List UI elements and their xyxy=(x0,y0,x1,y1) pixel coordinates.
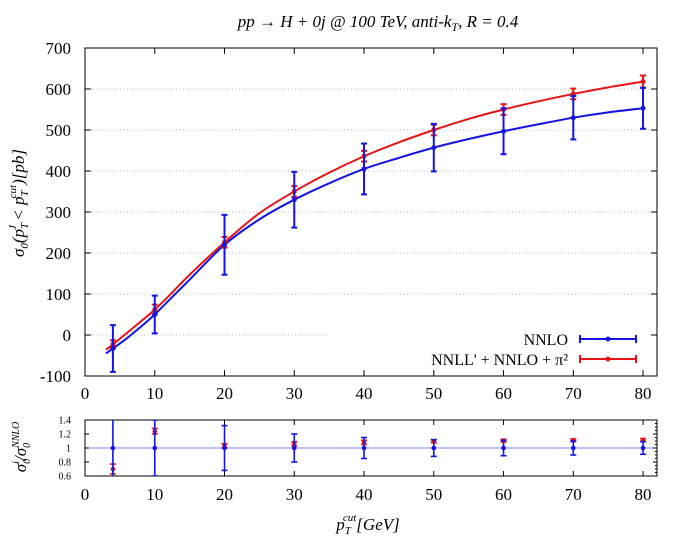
ratio-x-tick-label: 80 xyxy=(635,485,652,504)
data-point xyxy=(152,312,158,317)
y-tick-label: 500 xyxy=(46,121,72,140)
x-tick-label: 30 xyxy=(286,384,303,403)
ratio-y-axis-label: σ0i/σ0NNLO xyxy=(11,422,33,472)
x-tick-label: 40 xyxy=(356,384,373,403)
ratio-y-tick-label: 1 xyxy=(66,444,71,455)
legend-marker xyxy=(605,336,611,342)
main-plot: -100 0 100 200 300 400 500 600 700 0 10 20 30 40 50 60 7… xyxy=(40,39,658,403)
ratio-data-point xyxy=(152,445,158,451)
y-tick-label: 100 xyxy=(46,285,72,304)
ratio-series-group xyxy=(109,420,647,476)
x-tick-label: 80 xyxy=(635,384,652,403)
data-point xyxy=(222,242,228,248)
ratio-x-tick-label: 20 xyxy=(216,485,233,504)
ratio-x-tick-label: 40 xyxy=(356,485,373,504)
data-point xyxy=(361,166,367,172)
x-tick-label: 60 xyxy=(495,384,512,403)
ratio-data-point xyxy=(291,445,297,451)
data-point xyxy=(110,346,116,352)
series-nnlo-curve-group xyxy=(105,107,644,355)
ratio-data-point xyxy=(110,445,116,451)
y-tick-label: -100 xyxy=(40,367,71,386)
plot-frame xyxy=(84,47,658,377)
ratio-data-point xyxy=(570,445,576,451)
ratio-y-tick-label: 0.8 xyxy=(59,458,72,469)
legend-marker xyxy=(605,356,611,362)
x-tick-label: 50 xyxy=(425,384,442,403)
ratio-plot: 0.6 0.8 1 1.2 1.4 0 10 20 30 40 50 60 70 80 xyxy=(59,416,658,504)
ratio-data-point xyxy=(501,445,506,451)
ratio-data-point xyxy=(431,445,437,451)
ratio-x-tick-label: 0 xyxy=(81,485,90,504)
ratio-y-tick-label: 0.6 xyxy=(59,472,72,483)
y-tick-label: 600 xyxy=(46,80,72,99)
x-tick-label: 20 xyxy=(216,384,233,403)
data-point xyxy=(431,145,437,151)
y-tick-label: 400 xyxy=(46,162,72,181)
ratio-x-tick-label: 30 xyxy=(286,485,303,504)
x-tick-label: 0 xyxy=(81,384,90,403)
y-tick-label: 700 xyxy=(46,39,72,58)
legend: NNLO NNLL' + NNLO + π² xyxy=(431,332,637,369)
data-point xyxy=(291,197,297,203)
ratio-y-tick-label: 1.2 xyxy=(59,430,72,441)
y-tick-label: 0 xyxy=(63,326,72,345)
legend-label: NNLO xyxy=(524,332,568,349)
data-point xyxy=(640,105,646,111)
x-tick-label: 10 xyxy=(146,384,163,403)
ratio-x-tick-label: 50 xyxy=(425,485,442,504)
ratio-x-tick-label: 70 xyxy=(565,485,582,504)
ratio-data-point xyxy=(361,445,367,451)
data-point xyxy=(501,128,507,134)
y-tick-label: 200 xyxy=(46,244,72,263)
x-axis-label: pTcut[GeV] xyxy=(335,512,400,537)
ratio-data-point xyxy=(640,445,646,451)
series-line xyxy=(105,107,644,355)
y-tick-label: 300 xyxy=(46,203,72,222)
ratio-x-tick-label: 60 xyxy=(495,485,512,504)
series-line xyxy=(105,80,644,351)
ratio-y-tick-label: 1.4 xyxy=(59,416,72,427)
x-tick-label: 70 xyxy=(565,384,582,403)
chart-title: pp → H + 0j @ 100 TeV, anti-kT, R = 0.4 xyxy=(237,12,519,34)
ratio-x-tick-label: 10 xyxy=(146,485,163,504)
data-point xyxy=(570,115,576,121)
data-point xyxy=(640,79,646,85)
y-axis-label: σ0(pTJ < pTcut)[pb] xyxy=(7,149,31,257)
series-nnll-curve-group xyxy=(105,80,644,351)
legend-label: NNLL' + NNLO + π² xyxy=(431,352,568,369)
ratio-data-point xyxy=(222,445,227,451)
